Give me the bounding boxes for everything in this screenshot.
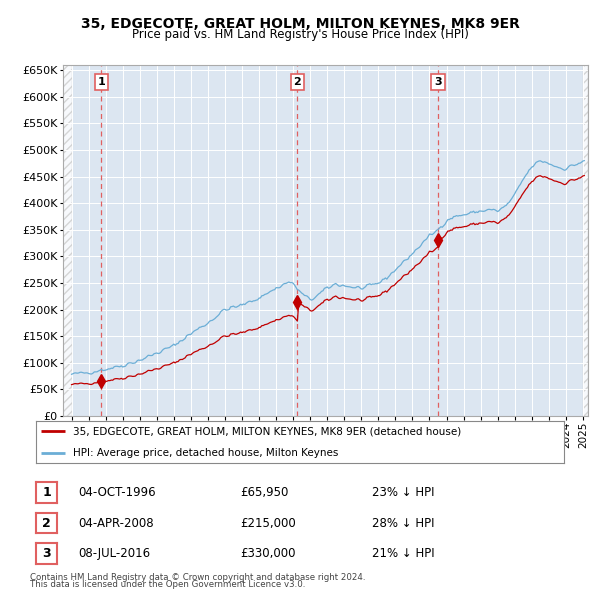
Text: 04-OCT-1996: 04-OCT-1996 bbox=[78, 486, 155, 499]
Text: 1: 1 bbox=[97, 77, 105, 87]
Polygon shape bbox=[583, 65, 588, 416]
Text: Contains HM Land Registry data © Crown copyright and database right 2024.: Contains HM Land Registry data © Crown c… bbox=[30, 573, 365, 582]
Text: 1: 1 bbox=[42, 486, 51, 499]
Text: Price paid vs. HM Land Registry's House Price Index (HPI): Price paid vs. HM Land Registry's House … bbox=[131, 28, 469, 41]
Text: 04-APR-2008: 04-APR-2008 bbox=[78, 516, 154, 530]
Text: 35, EDGECOTE, GREAT HOLM, MILTON KEYNES, MK8 9ER: 35, EDGECOTE, GREAT HOLM, MILTON KEYNES,… bbox=[80, 17, 520, 31]
Text: 23% ↓ HPI: 23% ↓ HPI bbox=[372, 486, 434, 499]
Text: 2: 2 bbox=[42, 516, 51, 530]
Text: 35, EDGECOTE, GREAT HOLM, MILTON KEYNES, MK8 9ER (detached house): 35, EDGECOTE, GREAT HOLM, MILTON KEYNES,… bbox=[73, 427, 461, 436]
Text: 28% ↓ HPI: 28% ↓ HPI bbox=[372, 516, 434, 530]
Text: £215,000: £215,000 bbox=[240, 516, 296, 530]
Text: 3: 3 bbox=[42, 547, 51, 560]
Polygon shape bbox=[63, 65, 71, 416]
Text: HPI: Average price, detached house, Milton Keynes: HPI: Average price, detached house, Milt… bbox=[73, 448, 338, 457]
Text: 2: 2 bbox=[293, 77, 301, 87]
Text: 08-JUL-2016: 08-JUL-2016 bbox=[78, 547, 150, 560]
Text: 21% ↓ HPI: 21% ↓ HPI bbox=[372, 547, 434, 560]
Text: £65,950: £65,950 bbox=[240, 486, 289, 499]
Text: 3: 3 bbox=[434, 77, 442, 87]
Text: This data is licensed under the Open Government Licence v3.0.: This data is licensed under the Open Gov… bbox=[30, 581, 305, 589]
Text: £330,000: £330,000 bbox=[240, 547, 296, 560]
